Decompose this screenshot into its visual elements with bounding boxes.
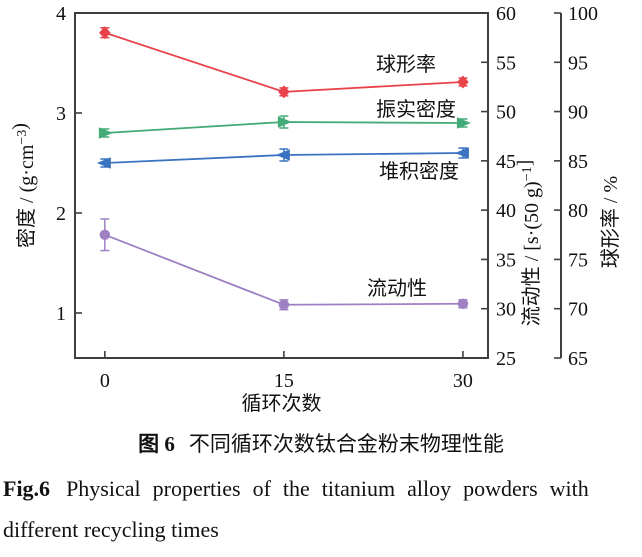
x-axis-tick-label: 30 <box>453 370 473 392</box>
y-axis-left: 1 2 3 4 <box>56 3 82 325</box>
sphericity-axis-tick-label: 90 <box>568 102 588 124</box>
figure-caption-en-number: Fig.6 <box>3 476 51 501</box>
data-point-diamond <box>99 26 111 40</box>
flow-axis-tick-label: 55 <box>496 52 516 74</box>
data-point-triangle-left <box>275 149 290 161</box>
sphericity-axis-tick-label: 70 <box>568 299 588 321</box>
data-point-triangle-right <box>456 117 471 129</box>
sphericity-axis-tick-label: 75 <box>568 249 588 271</box>
flow-axis-tick-label: 40 <box>496 200 516 222</box>
data-point-triangle-right <box>277 116 292 128</box>
series-tap-density: 振实密度 <box>98 98 471 139</box>
series-sphericity: 球形率 <box>99 26 469 99</box>
figure-caption-en-line2: different recycling times <box>3 517 219 542</box>
data-point-diamond <box>278 85 290 99</box>
series-bulk-density: 堆积密度 <box>96 147 469 183</box>
x-axis-title: 循环次数 <box>242 392 322 415</box>
sphericity-axis-tick-label: 65 <box>568 348 588 370</box>
figure-caption-en: Fig.6 Physical properties of the titanium… <box>0 475 642 503</box>
series-label-flowability: 流动性 <box>367 277 427 300</box>
flow-axis-title: 流动性 / [s·(50 g)−1] <box>514 160 543 327</box>
flow-axis-tick-label: 25 <box>496 348 516 370</box>
y-axis-left-tick-label: 4 <box>56 3 66 25</box>
flow-axis-tick-label: 45 <box>496 151 516 173</box>
data-point-circle <box>457 298 469 309</box>
figure-caption-cn-text: 不同循环次数钛合金粉末物理性能 <box>188 432 504 456</box>
flow-axis: 25 30 35 40 45 50 55 60 <box>481 3 516 370</box>
flow-axis-tick-label: 50 <box>496 102 516 124</box>
x-axis: 0 15 30 循环次数 <box>100 351 473 415</box>
figure-caption-en-text: Physical properties of the titanium allo… <box>66 476 589 501</box>
figure-caption-cn-number: 图 6 <box>138 432 175 456</box>
data-point-triangle-left <box>96 157 111 169</box>
data-point-triangle-left <box>454 147 469 159</box>
data-point-circle <box>278 299 290 310</box>
y-axis-left-title: 密度 / (g·cm−3) <box>9 123 38 248</box>
series-label-bulk-density: 堆积密度 <box>379 160 459 183</box>
flow-axis-tick-label: 30 <box>496 299 516 321</box>
data-point-diamond <box>457 75 469 89</box>
flow-axis-tick-label: 60 <box>496 3 516 25</box>
sphericity-axis: 65 70 75 80 85 90 95 100 <box>554 3 598 370</box>
y-axis-left-tick-label: 3 <box>56 103 66 125</box>
sphericity-axis-tick-label: 80 <box>568 200 588 222</box>
x-axis-tick-label: 0 <box>100 370 110 392</box>
sphericity-axis-tick-label: 100 <box>568 3 598 25</box>
sphericity-axis-tick-label: 85 <box>568 151 588 173</box>
flow-axis-tick-label: 35 <box>496 249 516 271</box>
series-flowability: 流动性 <box>99 218 469 311</box>
data-point-circle <box>99 229 111 240</box>
y-axis-left-tick-label: 1 <box>56 303 66 325</box>
series-label-sphericity: 球形率 <box>376 53 436 76</box>
x-axis-tick-label: 15 <box>274 370 294 392</box>
sphericity-axis-title: 球形率 / % <box>599 176 622 268</box>
data-point-triangle-right <box>98 127 113 139</box>
figure-caption-cn: 图 6 不同循环次数钛合金粉末物理性能 <box>0 430 642 458</box>
sphericity-axis-tick-label: 95 <box>568 52 588 74</box>
y-axis-left-tick-label: 2 <box>56 203 66 225</box>
plot-frame <box>74 12 489 359</box>
series-label-tap-density: 振实密度 <box>376 98 456 121</box>
